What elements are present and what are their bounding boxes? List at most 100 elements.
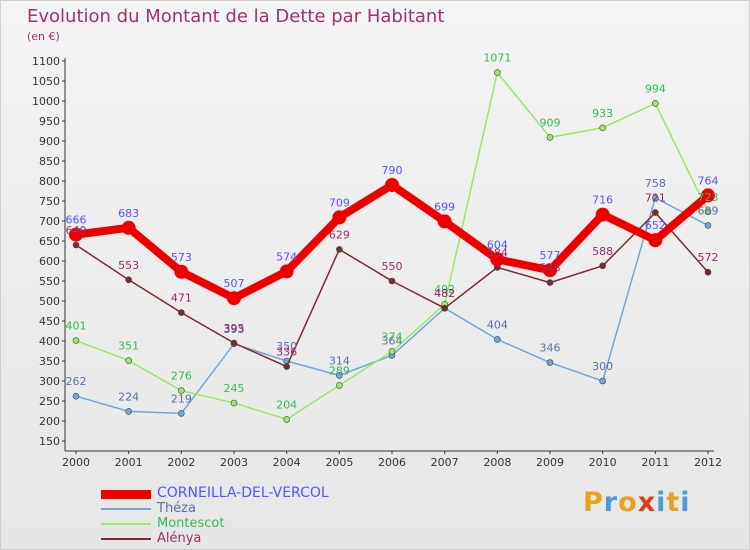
y-tick-label: 400 — [39, 335, 60, 348]
x-tick-label: 2008 — [483, 456, 511, 469]
data-point — [385, 178, 399, 192]
data-label: 219 — [171, 392, 192, 405]
data-point — [178, 387, 185, 394]
data-label: 721 — [645, 192, 666, 205]
x-tick-label: 2003 — [220, 456, 248, 469]
x-tick-label: 2006 — [378, 456, 406, 469]
y-tick-label: 600 — [39, 255, 60, 268]
y-tick-label: 950 — [39, 115, 60, 128]
data-label: 314 — [329, 354, 350, 367]
data-point — [121, 220, 136, 235]
legend-swatch — [101, 508, 151, 510]
data-point — [704, 222, 712, 229]
data-label: 574 — [276, 250, 297, 263]
data-label: 471 — [171, 292, 192, 305]
data-point — [72, 392, 80, 400]
x-tick-label: 2005 — [325, 456, 353, 469]
data-point — [125, 357, 132, 364]
data-label: 577 — [540, 249, 561, 262]
data-point — [599, 262, 606, 270]
data-label: 933 — [592, 107, 613, 120]
data-label: 546 — [540, 262, 561, 275]
chart-title: Evolution du Montant de la Dette par Hab… — [27, 6, 445, 27]
proxiti-logo: Proxiti — [583, 487, 691, 518]
data-label: 482 — [434, 287, 455, 300]
data-label: 350 — [276, 340, 297, 353]
data-point — [543, 263, 557, 278]
legend-label: Montescot — [157, 516, 225, 531]
x-tick-label: 2004 — [273, 456, 301, 469]
data-label: 604 — [487, 238, 508, 251]
data-label: 588 — [592, 245, 613, 258]
legend-label: Théza — [157, 501, 196, 516]
data-label: 404 — [487, 318, 508, 331]
data-point — [546, 279, 554, 286]
x-tick-label: 2002 — [167, 456, 195, 469]
data-point — [441, 304, 448, 312]
data-label: 629 — [329, 228, 350, 241]
data-label: 572 — [698, 251, 719, 264]
data-point — [174, 264, 189, 279]
data-label: 374 — [382, 330, 403, 343]
data-label: 689 — [698, 204, 719, 217]
data-point — [494, 336, 501, 343]
data-label: 401 — [66, 320, 87, 333]
data-point — [599, 124, 606, 132]
data-point — [230, 399, 238, 407]
data-label: 683 — [118, 207, 139, 220]
y-tick-label: 1100 — [32, 55, 60, 68]
data-label: 276 — [171, 370, 192, 383]
data-point — [336, 246, 343, 253]
y-tick-label: 500 — [39, 295, 60, 308]
data-label: 723 — [698, 191, 719, 204]
series-alenya — [72, 209, 712, 370]
data-label: 909 — [540, 116, 561, 129]
y-tick-label: 1050 — [32, 75, 60, 88]
legend-swatch — [101, 538, 151, 540]
data-label: 204 — [276, 398, 297, 411]
y-tick-label: 450 — [39, 315, 60, 328]
data-point — [336, 372, 343, 379]
data-label: 336 — [276, 346, 297, 359]
data-label: 652 — [645, 219, 666, 232]
x-tick-label: 2000 — [62, 456, 90, 469]
data-point — [652, 194, 659, 202]
data-label: 482 — [434, 287, 455, 300]
x-tick-label: 2010 — [589, 456, 617, 469]
data-point — [283, 416, 290, 423]
data-point — [332, 210, 347, 225]
data-point — [490, 252, 505, 267]
data-point — [283, 363, 290, 370]
data-label: 289 — [329, 364, 350, 377]
data-point — [388, 277, 396, 285]
x-tick-label: 2011 — [641, 456, 669, 469]
data-point — [69, 227, 83, 242]
data-label: 346 — [540, 342, 561, 355]
data-point — [178, 309, 185, 316]
data-label: 507 — [224, 277, 245, 290]
data-label: 364 — [382, 334, 403, 347]
data-label: 640 — [66, 224, 87, 237]
y-tick-label: 850 — [39, 155, 60, 168]
data-point — [437, 214, 452, 229]
legend-label: CORNEILLA-DEL-VERCOL — [157, 485, 329, 501]
data-label: 245 — [224, 382, 245, 395]
data-label: 300 — [592, 360, 613, 373]
data-label: 492 — [434, 283, 455, 296]
data-label: 224 — [118, 390, 139, 403]
data-label: 584 — [487, 246, 508, 259]
data-label: 699 — [434, 200, 455, 213]
data-point — [599, 377, 606, 385]
logo-letter: o — [618, 487, 638, 518]
data-label: 716 — [592, 194, 613, 207]
data-point — [388, 348, 396, 355]
data-label: 553 — [118, 259, 139, 272]
data-label: 573 — [171, 251, 192, 264]
data-label: 994 — [645, 82, 666, 95]
series-line — [75, 71, 709, 421]
logo-letter: i — [656, 487, 667, 518]
data-label: 393 — [224, 323, 245, 336]
data-point — [230, 339, 238, 347]
